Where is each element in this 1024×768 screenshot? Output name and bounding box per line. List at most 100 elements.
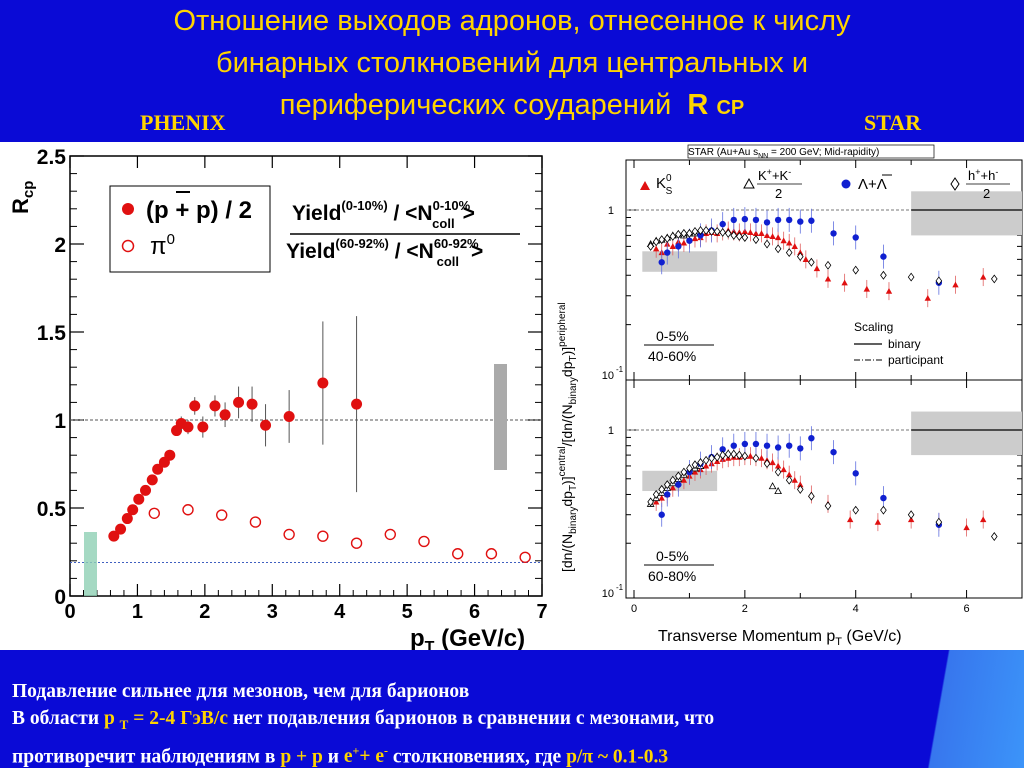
pion-data-point: [317, 530, 329, 542]
phenix-y-tick-label: 2.5: [37, 146, 67, 169]
lambda-data-point: [675, 243, 682, 250]
star-x-tick-label: 2: [742, 603, 748, 615]
proton-data-point: [246, 398, 258, 410]
hpm-data-point: [691, 460, 699, 470]
lambda-data-point: [797, 218, 804, 225]
legend-lambda-label: Λ+Λ: [858, 176, 887, 193]
k0s-data-point: [680, 476, 688, 483]
phenix-x-tick-label: 3: [267, 601, 278, 623]
proton-data-point: [146, 474, 158, 486]
hpm-data-point: [686, 228, 693, 238]
star-high-pt-band: [911, 191, 1022, 236]
hpm-data-point: [990, 274, 998, 284]
hpm-data-point: [752, 453, 760, 463]
hpm-data-point: [697, 458, 704, 467]
k0s-data-point: [774, 462, 782, 469]
footer-line-3-a: противоречит наблюдениям в: [12, 746, 281, 768]
rcp-subscript: CP: [716, 97, 745, 119]
k0s-data-point: [691, 468, 699, 475]
hpm-data-point: [669, 231, 677, 241]
lambda-data-point: [774, 444, 782, 451]
phenix-y-tick-label: 1.5: [37, 322, 67, 345]
hpm-data-point: [708, 453, 715, 463]
hpm-data-point: [658, 235, 666, 245]
phenix-y-tick-label: 0.5: [37, 498, 67, 521]
phenix-y-label: Rcp: [8, 181, 37, 214]
footer-line-2: В области p T = 2-4 ГэВ/с нет подавления…: [12, 705, 714, 738]
lambda-data-point: [774, 216, 782, 224]
legend-k0s-label: K0 S: [656, 173, 673, 197]
hpm-data-point: [824, 501, 832, 511]
proton-data-point: [260, 419, 272, 431]
hpm-data-point: [774, 467, 782, 477]
phenix-x-tick-label: 4: [334, 601, 346, 623]
lambda-data-point: [675, 481, 682, 488]
k0s-data-point: [758, 454, 765, 461]
title-line-3: периферических соударений R CP: [0, 84, 1024, 129]
phenix-y-tick-label: 0: [54, 586, 66, 609]
proton-data-point: [283, 410, 295, 422]
kpm-data-point: [768, 482, 777, 490]
proton-data-point: [164, 449, 176, 461]
k0s-data-point: [747, 452, 754, 459]
hpm-data-point: [647, 241, 654, 251]
hpm-data-point: [652, 489, 660, 499]
legend-kpm-num: K++K-: [758, 167, 791, 183]
k0s-data-point: [680, 239, 688, 246]
pion-data-point: [148, 507, 160, 519]
lambda-data-point: [741, 215, 749, 223]
k0s-data-point: [863, 285, 870, 292]
lambda-data-point: [697, 232, 704, 239]
title-line-2: бинарных столкновений для центральных и: [215, 47, 809, 79]
k0s-data-point: [669, 484, 676, 491]
k0s-data-point: [652, 245, 660, 252]
lambda-data-point: [808, 217, 815, 224]
phenix-x-tick-label: 0: [64, 601, 75, 623]
legend-proton-label: (p + p) / 2: [146, 197, 252, 224]
lambda-data-point: [730, 442, 737, 449]
legend-kpm-den: 2: [775, 186, 782, 201]
lambda-data-point: [852, 470, 859, 477]
hpm-data-point: [647, 497, 654, 507]
phenix-x-tick-label: 2: [199, 601, 210, 623]
hpm-data-point: [796, 252, 804, 262]
hpm-data-point: [741, 451, 749, 461]
k0s-data-point: [980, 516, 987, 523]
star-y-tick-exponent: -1: [616, 365, 624, 374]
k0s-data-point: [963, 524, 970, 531]
phenix-x-label: pT (GeV/c): [410, 625, 525, 650]
footer-line-2-a: В области: [12, 708, 104, 729]
lambda-data-point: [830, 448, 837, 456]
phenix-axes: 0 1 2 3 4 5 6 7 0 0.5 1 1.5 2 2.5: [37, 146, 548, 623]
legend-proton-marker: [122, 203, 134, 215]
proton-data-point: [127, 504, 139, 516]
pion-data-point: [519, 551, 531, 563]
hpm-data-point: [935, 517, 943, 527]
k0s-data-point: [841, 279, 848, 286]
hpm-data-point: [852, 505, 860, 515]
hpm-data-point: [663, 480, 671, 490]
hpm-data-point: [796, 484, 804, 494]
hpm-data-point: [675, 229, 682, 239]
footer-line-2-b: нет подавления барионов в сравнении с ме…: [228, 708, 715, 729]
hpm-data-point: [736, 450, 743, 460]
lambda-data-point: [786, 216, 793, 224]
hpm-data-point: [935, 276, 943, 286]
hpm-data-point: [724, 228, 732, 238]
k0s-data-point: [752, 230, 760, 236]
hpm-data-point: [763, 239, 771, 249]
k0s-data-point: [885, 287, 893, 294]
proton-data-point: [140, 484, 152, 496]
lambda-data-point: [880, 494, 887, 502]
k0s-data-point: [702, 462, 710, 469]
star-label: STAR: [864, 110, 922, 135]
phenix-plot-frame: [69, 155, 543, 597]
star-data-marks: [646, 207, 998, 542]
k0s-data-point: [658, 494, 665, 501]
k0s-data-point: [952, 281, 959, 288]
hpm-data-point: [763, 459, 771, 469]
title-line-1: Отношение выходов адронов, отнесенное к …: [173, 5, 851, 37]
k0s-data-point: [691, 235, 699, 242]
proton-data-point: [219, 409, 231, 421]
lambda-data-point: [852, 234, 859, 241]
